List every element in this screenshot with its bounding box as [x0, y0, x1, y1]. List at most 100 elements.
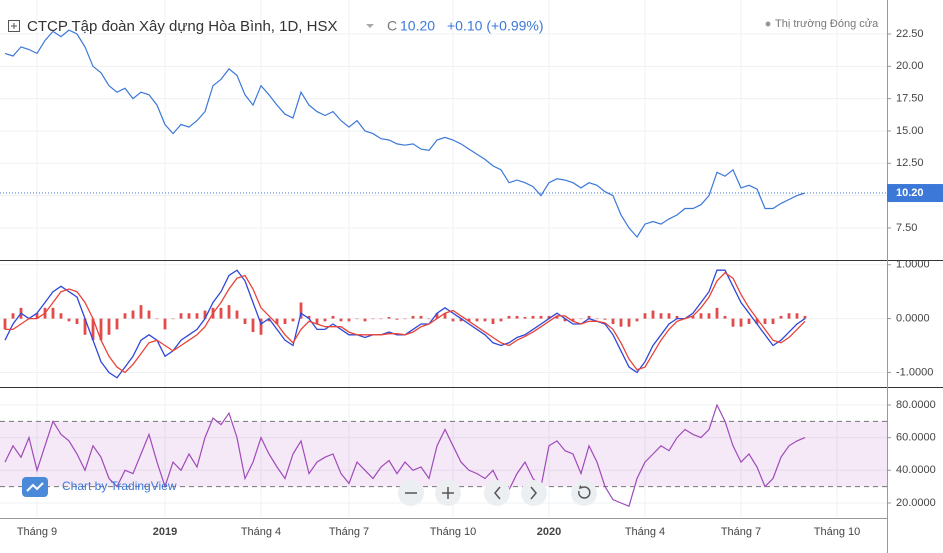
histogram-bar	[91, 318, 95, 341]
y-tick-label: -1.0000	[896, 366, 933, 378]
histogram-bar	[475, 318, 479, 322]
rsi-band	[0, 421, 887, 487]
y-tick-label: 60.0000	[896, 432, 936, 444]
histogram-bar	[723, 315, 727, 319]
dropdown-arrow[interactable]	[366, 24, 374, 28]
histogram-bar	[619, 318, 623, 327]
histogram-bar	[715, 307, 719, 319]
histogram-bar	[283, 318, 287, 324]
y-tick-label: 12.50	[896, 157, 924, 169]
histogram-bar	[707, 313, 711, 319]
histogram-bar	[779, 315, 783, 319]
histogram-bar	[59, 313, 63, 319]
histogram-bar	[627, 318, 631, 327]
y-tick-label: 40.0000	[896, 464, 936, 476]
histogram-bar	[275, 318, 279, 324]
histogram-bar	[123, 313, 127, 319]
signal-line	[5, 271, 806, 374]
histogram-bar	[379, 318, 383, 320]
histogram-bar	[427, 318, 431, 320]
histogram-bar	[667, 313, 671, 319]
legend-toggle[interactable]	[8, 20, 20, 32]
histogram-bar	[331, 315, 335, 319]
histogram-bar	[203, 310, 207, 319]
histogram-bar	[219, 307, 223, 319]
histogram-bar	[443, 313, 447, 319]
x-tick-label: 2019	[153, 526, 177, 538]
histogram-bar	[355, 318, 359, 320]
x-tick-label: Tháng 9	[17, 526, 57, 538]
price-line	[4, 29, 806, 239]
y-tick-label: 22.50	[896, 28, 924, 40]
histogram-bar	[459, 318, 463, 322]
histogram-bar	[147, 310, 151, 319]
histogram-bar	[531, 315, 535, 319]
histogram-bar	[187, 313, 191, 319]
market-status: Thị trường Đóng cửa	[775, 18, 879, 30]
histogram-bar	[139, 305, 143, 319]
histogram-bar	[371, 318, 375, 320]
reset-button[interactable]	[571, 480, 597, 506]
histogram-bar	[99, 318, 103, 341]
histogram-bar	[291, 318, 295, 322]
histogram-bar	[771, 318, 775, 324]
histogram-bar	[347, 318, 351, 322]
histogram-bar	[115, 318, 119, 330]
x-tick-label: Tháng 7	[721, 526, 761, 538]
histogram-bar	[515, 315, 519, 319]
histogram-bar	[35, 313, 39, 319]
status-dot	[765, 21, 771, 27]
histogram-bar	[235, 310, 239, 319]
histogram-bar	[243, 318, 247, 324]
histogram-bar	[323, 318, 327, 322]
histogram-bar	[483, 318, 487, 322]
histogram-bar	[67, 318, 71, 322]
histogram-bar	[747, 318, 751, 324]
tradingview-logo[interactable]	[22, 477, 48, 497]
zoom-in-button[interactable]	[435, 480, 461, 506]
histogram-bar	[11, 313, 15, 319]
histogram-bar	[611, 318, 615, 324]
histogram-bar	[251, 318, 255, 333]
histogram-bar	[691, 315, 695, 319]
histogram-bar	[563, 318, 567, 322]
y-tick-label: 20.0000	[896, 497, 936, 509]
histogram-bar	[643, 313, 647, 319]
histogram-bar	[787, 313, 791, 319]
histogram-bar	[739, 318, 743, 327]
histogram-bar	[163, 318, 167, 330]
scroll-right-button[interactable]	[521, 480, 547, 506]
histogram-bar	[83, 318, 87, 335]
histogram-bar	[75, 318, 79, 324]
y-tick-label: 0.0000	[896, 313, 930, 325]
histogram-bar	[659, 313, 663, 319]
x-tick-label: Tháng 10	[430, 526, 476, 538]
histogram-bar	[451, 318, 455, 322]
histogram-bar	[195, 313, 199, 319]
histogram-bar	[699, 313, 703, 319]
histogram-bar	[171, 318, 175, 320]
histogram-bar	[435, 313, 439, 319]
histogram-bar	[803, 315, 807, 319]
scroll-left-button[interactable]	[484, 480, 510, 506]
x-tick-label: Tháng 4	[625, 526, 665, 538]
watermark[interactable]: Chart by TradingView	[62, 479, 177, 493]
histogram-bar	[763, 318, 767, 324]
histogram-bar	[107, 318, 111, 335]
histogram-bar	[555, 315, 559, 319]
histogram-bar	[587, 315, 591, 319]
histogram-bar	[499, 318, 503, 322]
histogram-bar	[651, 310, 655, 319]
zoom-out-button[interactable]	[398, 480, 424, 506]
histogram-bar	[595, 318, 599, 320]
change-value: +0.10 (+0.99%)	[447, 18, 544, 34]
histogram-bar	[395, 318, 399, 320]
histogram-bar	[403, 318, 407, 320]
last-price-label: 10.20	[896, 187, 924, 199]
histogram-bar	[339, 318, 343, 322]
histogram-bar	[603, 318, 607, 320]
histogram-bar	[3, 318, 7, 330]
histogram-bar	[579, 318, 583, 320]
y-tick-label: 7.50	[896, 222, 917, 234]
histogram-bar	[419, 315, 423, 319]
